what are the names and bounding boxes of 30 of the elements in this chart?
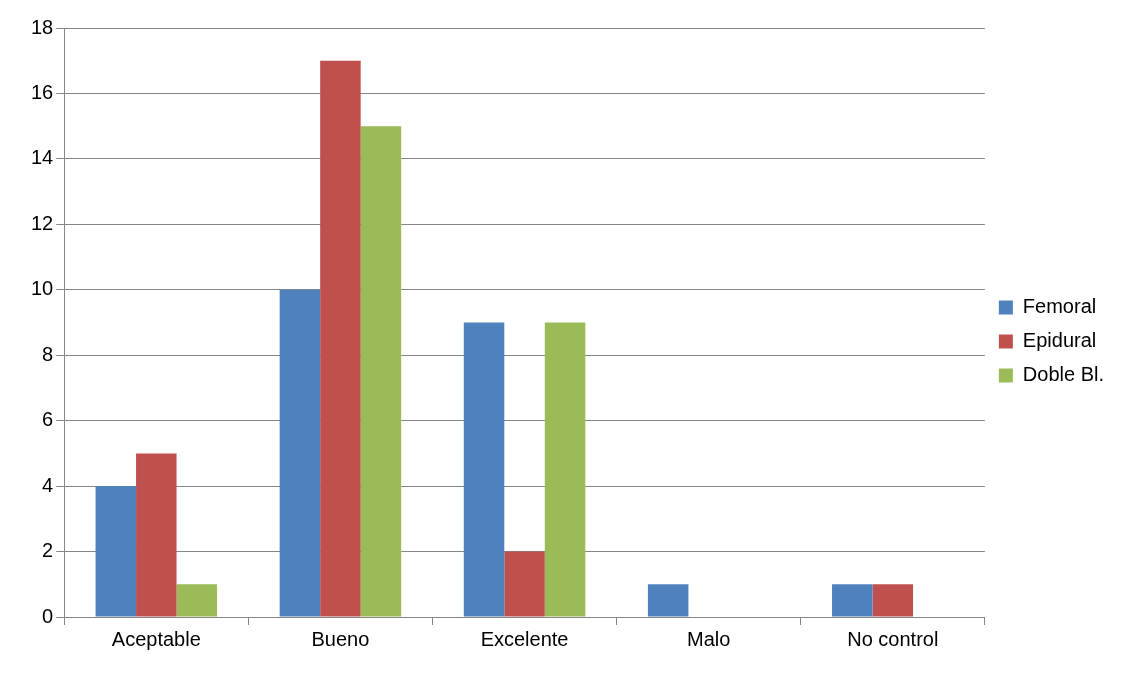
y-tick-label: 0 — [42, 604, 54, 627]
bar — [360, 126, 402, 617]
x-tick-label: Aceptable — [111, 627, 201, 650]
bar — [463, 322, 505, 617]
y-tick-label: 10 — [31, 277, 54, 300]
y-tick-label: 18 — [31, 15, 54, 38]
y-tick-label: 16 — [31, 80, 54, 103]
bar — [136, 453, 177, 617]
bar — [279, 289, 321, 617]
y-tick-label: 8 — [42, 342, 54, 365]
y-tick-label: 2 — [42, 539, 54, 562]
y-tick-label: 14 — [31, 146, 54, 169]
legend-label: Femoral — [1022, 295, 1097, 318]
legend-label: Epidural — [1022, 329, 1097, 352]
legend-label: Doble Bl. — [1022, 363, 1104, 386]
bar — [504, 551, 545, 617]
x-tick-label: Bueno — [311, 627, 370, 650]
bar — [832, 584, 873, 617]
bar — [872, 584, 914, 617]
y-tick-label: 12 — [31, 211, 54, 234]
x-tick-label: Excelente — [480, 627, 569, 650]
x-tick-label: No control — [847, 627, 939, 650]
y-tick-label: 4 — [42, 473, 54, 496]
bar — [95, 486, 137, 617]
bar — [544, 322, 586, 617]
y-tick-label: 6 — [42, 408, 54, 431]
bar — [647, 584, 689, 617]
bar — [320, 60, 361, 617]
bar — [176, 584, 218, 617]
x-tick-label: Malo — [686, 627, 731, 650]
